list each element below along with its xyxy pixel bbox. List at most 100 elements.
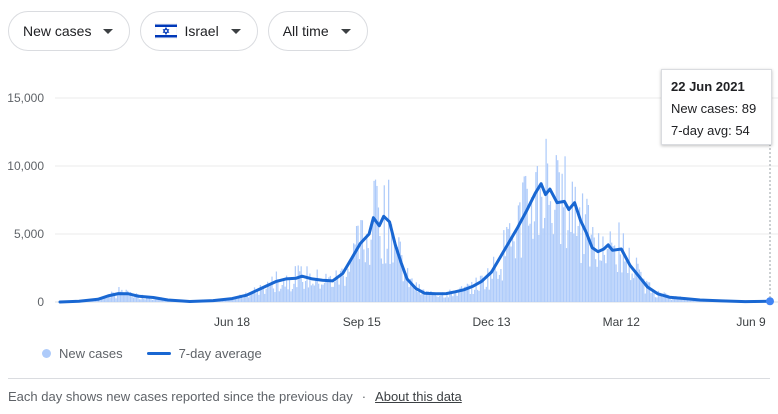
new-cases-bar	[128, 294, 130, 302]
new-cases-bar	[364, 262, 366, 302]
new-cases-bar	[380, 258, 382, 302]
new-cases-bar	[404, 271, 406, 302]
new-cases-bar	[427, 291, 429, 302]
new-cases-bar	[520, 257, 522, 302]
new-cases-bar	[288, 279, 291, 302]
new-cases-bar	[304, 280, 307, 302]
new-cases-bar	[533, 221, 536, 302]
location-dropdown[interactable]: Israel	[140, 11, 258, 51]
new-cases-bar	[299, 271, 301, 302]
about-data-link[interactable]: About this data	[375, 389, 462, 404]
new-cases-bar	[337, 278, 339, 302]
new-cases-bar	[395, 246, 397, 302]
new-cases-bar	[227, 299, 229, 302]
new-cases-bar	[526, 188, 528, 302]
cases-chart[interactable]: 0 5,000 10,000 15,000 Jun 18 Sep 15 Dec 13 Mar…	[0, 60, 778, 340]
new-cases-bar	[334, 281, 336, 302]
x-tick-label: Mar 12	[603, 315, 641, 329]
new-cases-bar	[236, 298, 238, 302]
new-cases-bar	[539, 188, 541, 302]
new-cases-bar	[476, 289, 479, 302]
new-cases-bar	[280, 288, 282, 302]
new-cases-bar	[428, 292, 431, 302]
new-cases-bar	[621, 272, 623, 302]
new-cases-bar	[388, 179, 390, 302]
new-cases-bar	[510, 246, 512, 302]
new-cases-bar	[309, 273, 311, 302]
chevron-down-icon	[230, 28, 241, 34]
new-cases-bar	[616, 272, 619, 302]
new-cases-bar	[256, 290, 259, 302]
new-cases-bar	[579, 207, 581, 302]
new-cases-bar	[651, 290, 654, 302]
new-cases-bar	[446, 295, 448, 302]
new-cases-bar	[320, 284, 323, 302]
new-cases-bar	[121, 289, 123, 302]
new-cases-bar	[369, 264, 371, 302]
new-cases-bar	[527, 225, 530, 302]
new-cases-bar	[456, 295, 458, 302]
metric-dropdown[interactable]: New cases	[8, 11, 131, 51]
location-dropdown-label: Israel	[184, 23, 219, 39]
new-cases-bar	[641, 281, 643, 302]
y-tick-label: 5,000	[14, 227, 44, 241]
new-cases-bar	[135, 293, 138, 302]
new-cases-bar	[492, 256, 495, 302]
new-cases-bar	[284, 286, 286, 302]
new-cases-bar	[507, 228, 509, 302]
seven-day-average-line	[58, 182, 772, 304]
new-cases-bar	[300, 266, 302, 302]
range-dropdown-label: All time	[282, 23, 329, 39]
new-cases-bar	[153, 299, 155, 302]
new-cases-bar	[274, 292, 276, 302]
x-tick-label: Sep 15	[343, 315, 381, 329]
new-cases-bar	[565, 248, 568, 302]
new-cases-bar	[478, 290, 480, 302]
new-cases-bar	[557, 160, 559, 302]
new-cases-bar	[536, 165, 538, 302]
new-cases-bar	[275, 271, 278, 302]
new-cases-bar	[412, 287, 415, 302]
new-cases-bar	[367, 248, 369, 302]
new-cases-bar	[255, 293, 257, 302]
new-cases-bar	[571, 181, 573, 302]
new-cases-bar	[522, 182, 524, 302]
data-tooltip: 22 Jun 2021 New cases: 89 7-day avg: 54	[661, 69, 772, 145]
new-cases-bar	[654, 297, 657, 302]
new-cases-legend-label: New cases	[59, 346, 123, 361]
new-cases-bar	[389, 263, 391, 302]
new-cases-bar	[614, 245, 616, 302]
new-cases-bar	[609, 231, 611, 302]
new-cases-bar	[683, 298, 686, 302]
new-cases-bar	[285, 275, 288, 302]
new-cases-bar	[129, 291, 132, 302]
new-cases-bar	[344, 285, 346, 302]
chart-legend: New cases 7-day average	[42, 346, 262, 361]
new-cases-bar	[638, 269, 641, 302]
new-cases-bar	[373, 180, 375, 302]
new-cases-bar	[519, 202, 521, 302]
new-cases-bar	[296, 287, 298, 302]
new-cases-bar	[234, 297, 237, 302]
new-cases-bar	[423, 289, 425, 302]
new-cases-bar	[587, 204, 590, 302]
new-cases-bar	[261, 288, 263, 302]
new-cases-bar	[116, 295, 119, 302]
new-cases-bar	[603, 254, 606, 302]
new-cases-bar	[237, 295, 240, 302]
new-cases-bar	[511, 233, 514, 302]
new-cases-bar	[678, 297, 680, 302]
footer-separator: ·	[361, 389, 367, 404]
new-cases-bar	[450, 292, 452, 302]
new-cases-bar	[682, 299, 684, 302]
new-cases-bar	[570, 231, 572, 302]
new-cases-bar	[246, 296, 248, 302]
new-cases-bar	[96, 300, 98, 302]
new-cases-bar	[147, 297, 149, 302]
new-cases-bar	[302, 281, 304, 302]
new-cases-bar	[584, 214, 587, 302]
new-cases-bar	[494, 267, 496, 302]
range-dropdown[interactable]: All time	[267, 11, 368, 51]
new-cases-bar	[532, 238, 534, 302]
new-cases-bar	[482, 279, 485, 302]
